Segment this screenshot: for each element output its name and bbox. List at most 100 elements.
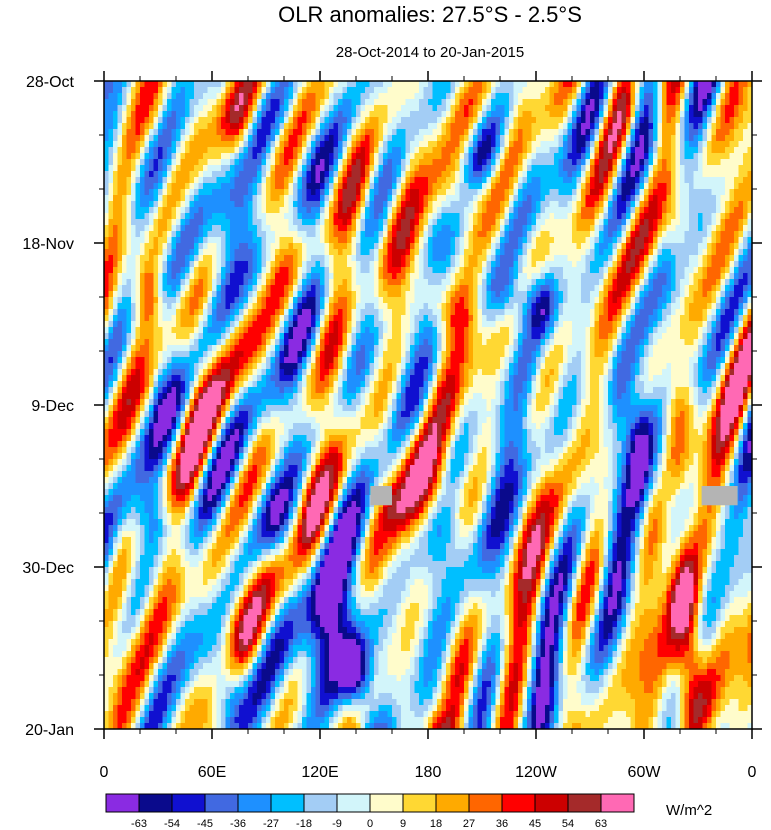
field-cell <box>635 225 640 232</box>
field-cell <box>639 171 645 178</box>
field-cell <box>315 129 321 136</box>
field-cell <box>288 117 294 124</box>
field-cell <box>558 87 564 94</box>
field-cell <box>149 99 154 106</box>
field-cell <box>509 81 514 88</box>
field-cell <box>302 255 307 262</box>
field-cell <box>261 243 267 250</box>
field-cell <box>221 81 226 88</box>
field-cell <box>675 213 681 220</box>
field-cell <box>504 105 510 112</box>
field-cell <box>356 81 361 88</box>
field-cell <box>275 273 280 280</box>
field-cell <box>392 273 397 280</box>
field-cell <box>716 255 721 262</box>
field-cell <box>648 243 654 250</box>
field-cell <box>243 177 249 184</box>
field-cell <box>230 117 235 124</box>
field-cell <box>356 129 361 136</box>
field-cell <box>711 165 717 172</box>
field-cell <box>477 153 483 160</box>
field-cell <box>729 105 735 112</box>
field-cell <box>356 165 361 172</box>
field-cell <box>270 123 276 130</box>
field-cell <box>540 189 546 196</box>
field-cell <box>396 237 402 244</box>
field-cell <box>734 171 739 178</box>
field-cell <box>158 81 163 88</box>
field-cell <box>419 213 424 220</box>
field-cell <box>495 273 501 280</box>
field-cell <box>576 135 582 142</box>
field-cell <box>257 153 262 160</box>
field-cell <box>365 159 370 166</box>
field-cell <box>693 207 699 214</box>
field-cell <box>540 93 546 100</box>
field-cell <box>554 213 559 220</box>
field-cell <box>617 225 622 232</box>
field-cell <box>432 159 438 166</box>
field-cell <box>518 249 523 256</box>
field-cell <box>599 231 604 238</box>
field-cell <box>747 279 752 286</box>
field-cell <box>347 147 352 154</box>
field-cell <box>423 87 429 94</box>
field-cell <box>455 183 460 190</box>
field-cell <box>455 195 460 202</box>
field-cell <box>653 111 658 118</box>
field-cell <box>360 225 366 232</box>
field-cell <box>707 267 712 274</box>
field-cell <box>576 123 582 130</box>
field-cell <box>738 153 744 160</box>
field-cell <box>369 195 375 202</box>
field-cell <box>293 285 298 292</box>
anomaly-field <box>104 81 752 729</box>
field-cell <box>279 279 285 286</box>
field-cell <box>653 117 658 124</box>
field-cell <box>207 81 213 88</box>
field-cell <box>693 93 699 100</box>
field-cell <box>383 261 388 268</box>
field-cell <box>230 87 235 94</box>
field-cell <box>644 219 649 226</box>
field-cell <box>626 249 631 256</box>
field-cell <box>725 261 730 268</box>
field-cell <box>315 81 321 88</box>
field-cell <box>261 201 267 208</box>
field-cell <box>621 123 627 130</box>
field-cell <box>374 285 379 292</box>
field-cell <box>266 99 271 106</box>
field-cell <box>288 81 294 88</box>
field-cell <box>567 159 573 166</box>
field-cell <box>617 117 622 124</box>
field-cell <box>522 129 528 136</box>
field-cell <box>297 93 303 100</box>
field-cell <box>225 261 231 268</box>
field-cell <box>387 231 393 238</box>
field-cell <box>284 159 289 166</box>
field-cell <box>626 219 631 226</box>
field-cell <box>437 111 442 118</box>
field-cell <box>297 207 303 214</box>
field-cell <box>225 111 231 118</box>
field-cell <box>680 195 685 202</box>
field-cell <box>464 285 469 292</box>
field-cell <box>383 189 388 196</box>
field-cell <box>239 117 244 124</box>
field-cell <box>171 123 177 130</box>
field-cell <box>707 207 712 214</box>
field-cell <box>734 117 739 124</box>
field-cell <box>495 231 501 238</box>
field-cell <box>270 117 276 124</box>
field-cell <box>185 105 190 112</box>
field-cell <box>527 153 532 160</box>
field-cell <box>194 99 199 106</box>
field-cell <box>725 87 730 94</box>
field-cell <box>468 279 474 286</box>
field-cell <box>689 249 694 256</box>
field-cell <box>221 249 226 256</box>
field-cell <box>680 117 685 124</box>
field-cell <box>108 111 114 118</box>
field-cell <box>446 99 451 106</box>
field-cell <box>392 201 397 208</box>
